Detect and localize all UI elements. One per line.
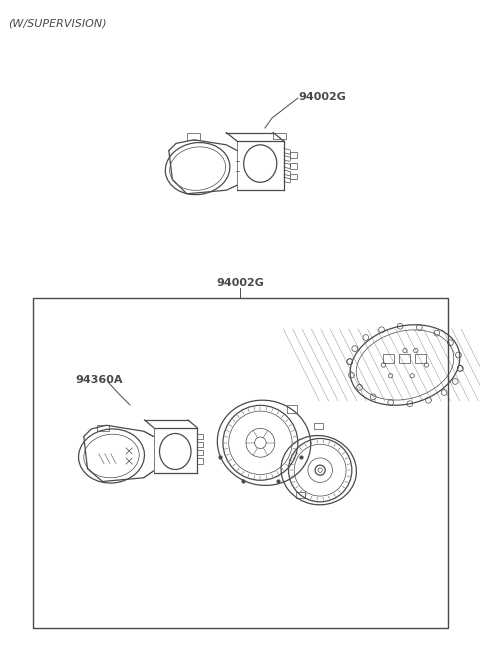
Bar: [287, 405, 297, 413]
Bar: [197, 434, 203, 439]
Bar: [197, 450, 203, 455]
Bar: [314, 422, 323, 429]
Bar: [296, 492, 305, 498]
Bar: [197, 441, 203, 447]
Bar: [273, 132, 286, 139]
Bar: [399, 354, 410, 363]
Bar: [33, 298, 448, 628]
Bar: [290, 174, 297, 179]
Text: (W/SUPERVISION): (W/SUPERVISION): [8, 18, 107, 28]
Text: 94002G: 94002G: [216, 278, 264, 288]
Text: 94002G: 94002G: [298, 92, 346, 102]
Bar: [96, 424, 108, 431]
Bar: [290, 152, 297, 158]
Bar: [290, 163, 297, 168]
Bar: [384, 354, 394, 363]
Bar: [197, 458, 203, 464]
Bar: [415, 354, 426, 363]
Bar: [187, 132, 200, 140]
Text: 94360A: 94360A: [75, 375, 122, 385]
